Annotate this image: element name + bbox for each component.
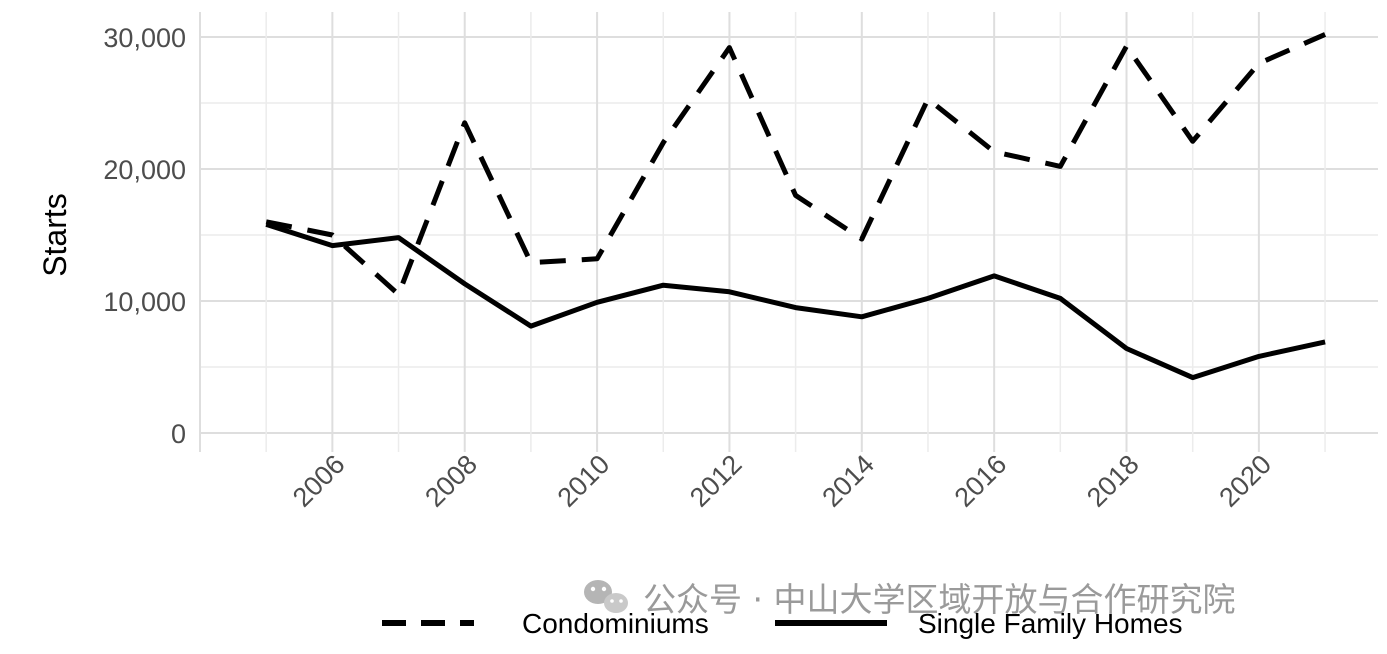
legend-label-condominiums: Condominiums [522, 608, 709, 639]
y-axis-ticks: 0 10,000 20,000 30,000 [103, 23, 186, 449]
wechat-icon [584, 580, 628, 613]
y-axis-title: Starts [37, 193, 73, 277]
series-line-single-family-homes [265, 222, 1326, 381]
y-tick-label: 0 [171, 419, 186, 449]
x-tick-label: 2020 [1213, 449, 1277, 513]
watermark-text: 公众号 · 中山大学区域开放与合作研究院 [643, 580, 1235, 619]
legend: Condominiums Single Family Homes [382, 608, 1183, 639]
legend-label-single-family-homes: Single Family Homes [918, 608, 1183, 639]
x-tick-label: 2008 [419, 449, 483, 513]
x-tick-label: 2014 [816, 449, 880, 513]
y-tick-label: 10,000 [103, 287, 186, 317]
series-line-condominiums [265, 32, 1327, 297]
x-tick-label: 2016 [949, 449, 1013, 513]
x-tick-label: 2010 [552, 449, 616, 513]
x-axis-ticks: 2006 2008 2010 2012 2014 2016 2018 2020 [287, 449, 1277, 513]
y-tick-label: 30,000 [103, 23, 186, 53]
grid [199, 12, 1378, 452]
x-tick-label: 2006 [287, 449, 351, 513]
series-lines [265, 32, 1327, 381]
x-tick-label: 2012 [684, 449, 748, 513]
y-tick-label: 20,000 [103, 155, 186, 185]
x-tick-label: 2018 [1081, 449, 1145, 513]
watermark: 公众号 · 中山大学区域开放与合作研究院 [584, 580, 1235, 619]
